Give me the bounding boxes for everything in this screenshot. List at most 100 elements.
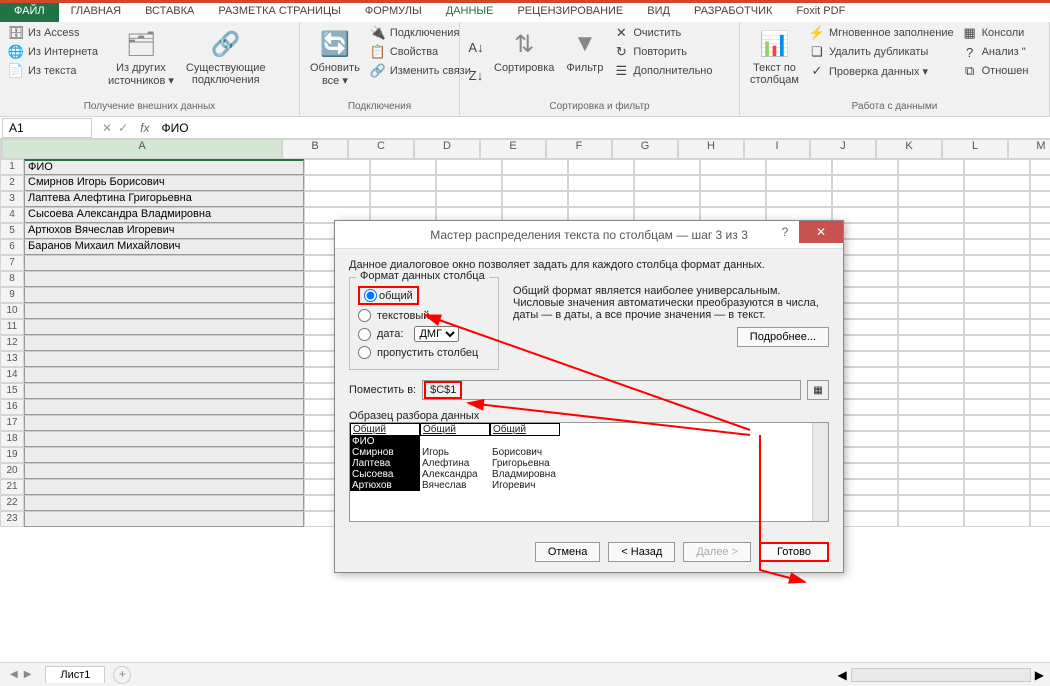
advanced-filter[interactable]: ☰Дополнительно [611, 62, 714, 80]
add-sheet-button[interactable]: + [113, 666, 131, 684]
cell[interactable] [898, 351, 964, 367]
date-format-select[interactable]: ДМГ [414, 326, 459, 342]
row-header-5[interactable]: 5 [0, 223, 24, 239]
cell[interactable] [436, 191, 502, 207]
accept-icon[interactable]: ✓ [118, 121, 128, 135]
radio-date[interactable] [358, 328, 371, 341]
cell[interactable] [634, 175, 700, 191]
cell[interactable] [898, 383, 964, 399]
cell[interactable] [898, 223, 964, 239]
from-access[interactable]: 🗄Из Access [6, 24, 100, 42]
row-header-11[interactable]: 11 [0, 319, 24, 335]
row-header-17[interactable]: 17 [0, 415, 24, 431]
cell[interactable] [1030, 319, 1050, 335]
cell[interactable] [964, 399, 1030, 415]
col-header-H[interactable]: H [678, 139, 744, 159]
flash-fill[interactable]: ⚡Мгновенное заполнение [807, 24, 956, 42]
cell[interactable] [502, 159, 568, 175]
cell[interactable] [898, 367, 964, 383]
cell[interactable] [24, 319, 304, 335]
preview-box[interactable]: ОбщийОбщийОбщийФИОСмирновИгорьБорисовичЛ… [349, 422, 829, 522]
cell[interactable] [24, 399, 304, 415]
cell[interactable] [898, 159, 964, 175]
cell[interactable] [370, 159, 436, 175]
cell[interactable] [1030, 287, 1050, 303]
from-other[interactable]: 🗂Из других источников ▾ [104, 24, 178, 99]
cell[interactable] [502, 175, 568, 191]
cell[interactable] [1030, 367, 1050, 383]
nav-last-icon[interactable]: ▶ [24, 669, 32, 680]
cell[interactable] [964, 159, 1030, 175]
cell[interactable] [1030, 383, 1050, 399]
cell[interactable] [24, 495, 304, 511]
cell[interactable] [964, 495, 1030, 511]
cell[interactable] [568, 191, 634, 207]
horizontal-scrollbar[interactable]: ◀ ▶ [131, 668, 1050, 682]
name-box[interactable] [2, 118, 92, 138]
cell[interactable] [898, 399, 964, 415]
whatif[interactable]: ?Анализ " [960, 43, 1031, 61]
cell[interactable] [964, 415, 1030, 431]
cell[interactable] [898, 191, 964, 207]
cell[interactable] [898, 319, 964, 335]
connections[interactable]: 🔌Подключения [368, 24, 473, 42]
cell[interactable] [766, 191, 832, 207]
cell[interactable] [898, 431, 964, 447]
cell[interactable] [568, 175, 634, 191]
cell[interactable] [1030, 335, 1050, 351]
cell[interactable] [24, 351, 304, 367]
row-header-16[interactable]: 16 [0, 399, 24, 415]
cell[interactable] [502, 191, 568, 207]
scroll-right-icon[interactable]: ▶ [1035, 668, 1044, 682]
cell[interactable] [898, 175, 964, 191]
col-header-L[interactable]: L [942, 139, 1008, 159]
cell[interactable] [964, 319, 1030, 335]
cell[interactable] [898, 207, 964, 223]
cell[interactable] [766, 175, 832, 191]
sort-asc[interactable]: A↓ [466, 39, 486, 57]
tab-file[interactable]: ФАЙЛ [0, 3, 59, 22]
row-header-18[interactable]: 18 [0, 431, 24, 447]
cell[interactable] [964, 223, 1030, 239]
cell[interactable] [1030, 399, 1050, 415]
row-header-22[interactable]: 22 [0, 495, 24, 511]
cell[interactable] [24, 287, 304, 303]
cell[interactable] [370, 175, 436, 191]
radio-general[interactable] [364, 289, 377, 302]
cell[interactable] [964, 479, 1030, 495]
cell[interactable] [898, 271, 964, 287]
cell[interactable] [24, 479, 304, 495]
cell[interactable] [24, 415, 304, 431]
cell[interactable] [964, 207, 1030, 223]
from-web[interactable]: 🌐Из Интернета [6, 43, 100, 61]
cell[interactable] [24, 303, 304, 319]
cell[interactable] [898, 511, 964, 527]
cell[interactable] [1030, 191, 1050, 207]
tab-home[interactable]: ГЛАВНАЯ [59, 3, 133, 22]
cell[interactable]: Сысоева Александра Владмировна [24, 207, 304, 223]
cell[interactable] [1030, 303, 1050, 319]
cancel-icon[interactable]: ✕ [102, 121, 112, 135]
col-header-F[interactable]: F [546, 139, 612, 159]
cell[interactable]: ФИО [24, 159, 304, 175]
cell[interactable]: Баранов Михаил Михайлович [24, 239, 304, 255]
reapply[interactable]: ↻Повторить [611, 43, 714, 61]
cell[interactable] [964, 255, 1030, 271]
nav-first-icon[interactable]: ◀ [10, 669, 18, 680]
row-header-19[interactable]: 19 [0, 447, 24, 463]
cell[interactable] [964, 447, 1030, 463]
cell[interactable] [964, 271, 1030, 287]
cell[interactable] [370, 191, 436, 207]
text-to-columns[interactable]: 📊Текст по столбцам [746, 24, 803, 99]
cell[interactable] [964, 463, 1030, 479]
tab-developer[interactable]: РАЗРАБОТЧИК [682, 3, 784, 22]
remove-dupes[interactable]: ❏Удалить дубликаты [807, 43, 956, 61]
tab-insert[interactable]: ВСТАВКА [133, 3, 206, 22]
cell[interactable] [24, 431, 304, 447]
col-header-J[interactable]: J [810, 139, 876, 159]
cell[interactable] [898, 303, 964, 319]
cell[interactable] [24, 511, 304, 527]
cell[interactable] [24, 463, 304, 479]
existing-conn[interactable]: 🔗Существующие подключения [182, 24, 270, 99]
finish-button[interactable]: Готово [759, 542, 829, 562]
